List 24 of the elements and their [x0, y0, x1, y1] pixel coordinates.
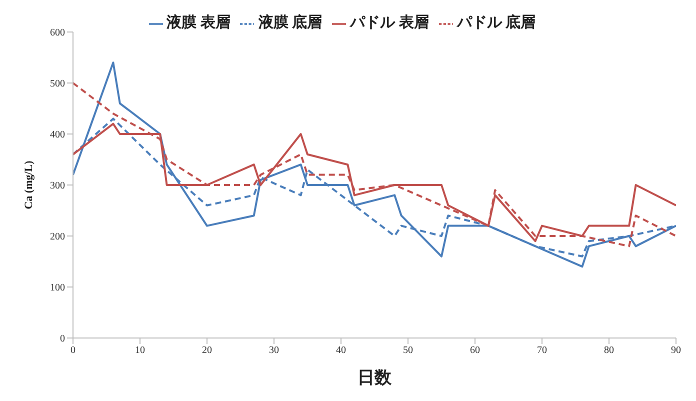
x-tick-label: 80 [604, 345, 614, 356]
x-tick-label: 40 [336, 345, 346, 356]
x-tick-label: 20 [202, 345, 212, 356]
x-axis-title: 日数 [358, 368, 392, 387]
x-tick-label: 90 [671, 345, 681, 356]
x-tick-label: 50 [403, 345, 413, 356]
x-tick-label: 70 [537, 345, 547, 356]
y-tick-label: 200 [50, 232, 65, 243]
y-tick-label: 400 [50, 130, 65, 141]
y-axis-title: Ca (mg/L) [22, 160, 35, 210]
y-tick-label: 100 [50, 282, 65, 294]
x-tick-label: 10 [135, 345, 145, 356]
legend-label: パドル 表層 [350, 15, 429, 31]
y-tick-label: 0 [60, 334, 65, 345]
line-series [73, 82, 676, 248]
y-tick-label: 600 [50, 28, 65, 39]
x-tick-label: 60 [470, 345, 480, 356]
legend-label: 液膜 表層 [166, 15, 230, 31]
legend-label: 液膜 底層 [258, 15, 322, 31]
y-tick-label: 500 [50, 78, 65, 90]
x-tick-label: 0 [70, 345, 76, 356]
x-tick-label: 30 [269, 345, 279, 356]
y-tick-label: 300 [50, 180, 65, 192]
legend-label: パドル 底層 [456, 15, 536, 31]
